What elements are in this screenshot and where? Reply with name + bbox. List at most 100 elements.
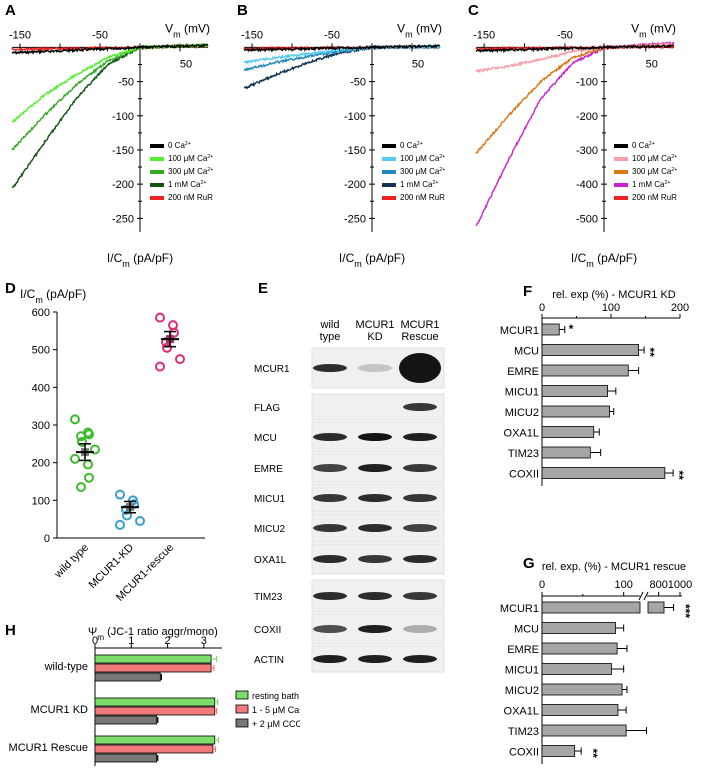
c-legend-label: 100 μM Ca2+ (632, 154, 677, 163)
d-data-point (70, 453, 80, 464)
g-category-label: OXA1L (504, 706, 539, 718)
h-x-tick-label: 2 (165, 635, 171, 647)
c-y-tick-label: -100 (576, 77, 598, 89)
f-category-label: TIM23 (508, 448, 539, 460)
g-x-tick-label: 100 (614, 579, 632, 591)
h-x-tick-label: 1 (128, 635, 134, 647)
h-bar (94, 672, 161, 682)
a-legend-label: 300 μM Ca2+ (168, 167, 213, 176)
iv-chart-b: -150 -50 50 Vm (mV) -50 -100 -150 -200 -250 I/Cm … (241, 21, 445, 269)
a-legend-swatch (150, 196, 164, 200)
c-vm-label: Vm (mV) (631, 21, 676, 39)
h-legend-swatch (235, 704, 249, 714)
blot-band (313, 524, 347, 532)
c-legend-swatch (614, 170, 628, 174)
blot-column-labels: wild type MCUR1 KD MCUR1 Rescue MCUR1 FLAG MCU EM… (250, 318, 450, 773)
blot-band (403, 625, 437, 633)
b-x-tick-label: -150 (241, 29, 263, 41)
h-bar (94, 753, 158, 763)
f-significance: ** (643, 348, 657, 358)
b-legend-swatch (382, 144, 396, 148)
a-x-tick-label: -50 (92, 29, 108, 41)
f-x-tick-label: 0 (539, 302, 545, 314)
d-data-point (76, 431, 86, 442)
d-data-point (70, 414, 80, 425)
f-significance: * (569, 322, 574, 336)
g-significance: *** (679, 604, 693, 618)
a-legend-swatch (150, 157, 164, 161)
blot-band (403, 555, 437, 563)
g-category-label: TIM23 (508, 726, 539, 738)
d-data-point (115, 489, 125, 500)
d-data-point (155, 312, 165, 323)
g-x-tick-label: 800 (649, 579, 667, 591)
h-bar (94, 735, 216, 745)
d-y-tick-label: 200 (32, 458, 50, 470)
f-category-label: MCU (514, 346, 539, 358)
d-data-point (84, 472, 94, 483)
d-data-point (77, 436, 87, 447)
d-y-tick-label: 400 (32, 382, 50, 394)
panel-label-h: H (5, 622, 16, 639)
g-category-label: MICU1 (505, 665, 539, 677)
c-x-tick-label: -50 (557, 29, 573, 41)
f-category-label: COXII (509, 469, 539, 481)
f-bar (541, 344, 639, 356)
f-x-tick-label: 100 (602, 302, 620, 314)
blot-band (313, 655, 347, 663)
h-legend-swatch (235, 718, 249, 728)
western-blot-e: wildtypeMCUR1KDMCUR1RescueMCUR1FLAGMCUEM… (254, 319, 445, 673)
h-group-label: wild-type (44, 661, 88, 673)
panel-label-e: E (258, 280, 269, 297)
panel-label-g: G (523, 555, 535, 572)
b-y-tick-label: -200 (344, 179, 366, 191)
blot-col-label: MCUR1 (400, 319, 439, 331)
c-x-tick-label: -150 (473, 29, 495, 41)
blot-band (313, 464, 347, 472)
blot-band (403, 433, 437, 441)
b-legend-label: 1 mM Ca2+ (400, 180, 438, 189)
d-data-point (90, 444, 100, 455)
d-data-point (175, 354, 185, 365)
blot-band (403, 403, 437, 411)
f-significance: ** (672, 471, 686, 481)
g-bar (541, 642, 618, 655)
blot-band (313, 555, 347, 563)
blot-row-label: ACTIN (254, 655, 284, 666)
a-y-tick-label: -200 (112, 179, 134, 191)
g-bar (541, 683, 623, 696)
blot-col-label: KD (367, 331, 382, 343)
f-category-label: EMRE (507, 366, 539, 378)
a-y-tick-label: -150 (112, 145, 134, 157)
b-legend-label: 200 nM RuR (400, 193, 445, 202)
d-data-point (122, 510, 132, 521)
g-bar (541, 745, 576, 757)
d-y-tick-label: 600 (32, 307, 50, 319)
b-y-tick-label: -150 (344, 145, 366, 157)
blot-band (358, 655, 392, 663)
f-bar (541, 385, 608, 397)
g-category-label: COXII (509, 747, 539, 759)
d-group-label: wild type (52, 542, 91, 581)
a-y-tick-label: -100 (112, 111, 134, 123)
a-legend-swatch (150, 183, 164, 187)
c-y-tick-label: -200 (576, 111, 598, 123)
a-x-tick-label: 50 (180, 58, 192, 70)
d-y-tick-label: 100 (32, 495, 50, 507)
b-legend-label: 300 μM Ca2+ (400, 167, 445, 176)
a-y-tick-label: -250 (112, 213, 134, 225)
c-legend-swatch (614, 196, 628, 200)
a-legend-swatch (150, 170, 164, 174)
blot-row-label: MCU (254, 433, 277, 444)
blot-band (403, 494, 437, 502)
blot-band (403, 655, 437, 663)
g-category-label: MICU2 (505, 685, 539, 697)
blot-row-label: MCUR1 (254, 364, 290, 375)
d-data-point (162, 342, 172, 353)
f-bar (541, 364, 629, 377)
c-legend-swatch (614, 157, 628, 161)
blot-band (358, 555, 392, 563)
b-i-label: I/Cm (pA/pF) (339, 251, 405, 269)
blot-row-label: FLAG (254, 403, 280, 414)
f-bar (541, 405, 611, 418)
